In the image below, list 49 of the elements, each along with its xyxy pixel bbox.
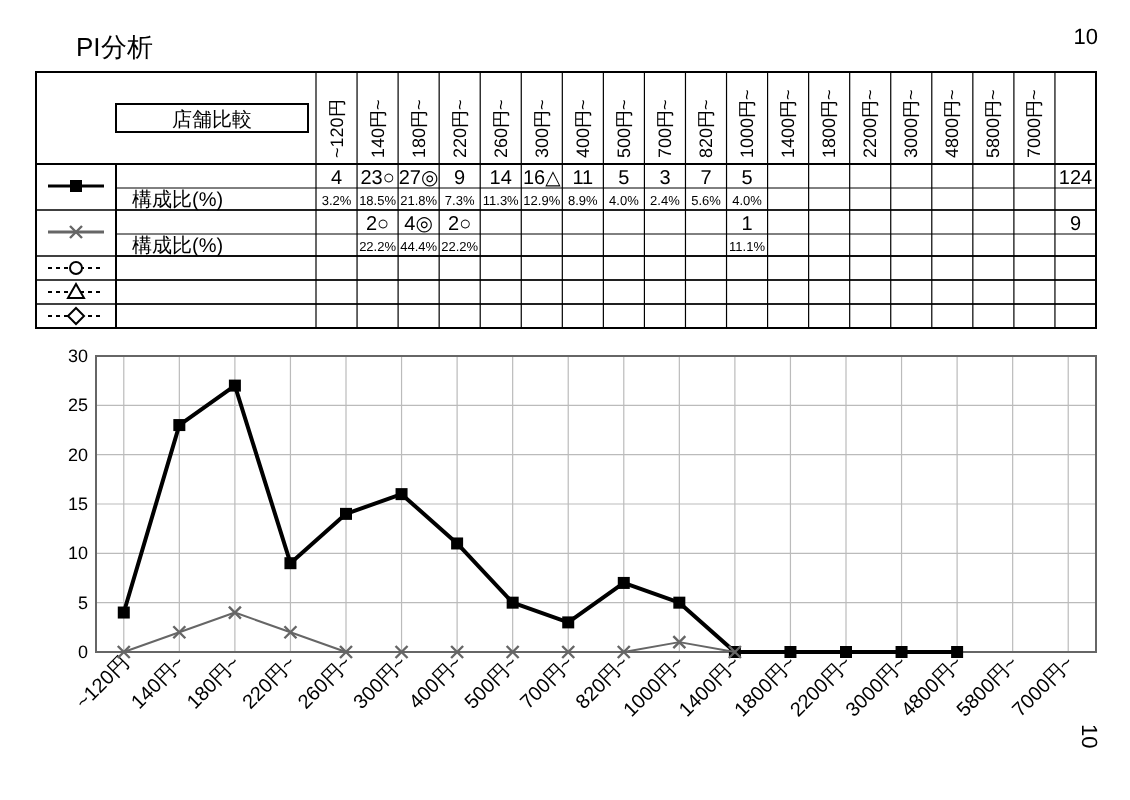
text: 4 [330, 168, 343, 190]
y-tick-label: 30 [67, 346, 88, 366]
category-label: 300円~ [531, 99, 552, 158]
text: 124 [1058, 168, 1094, 190]
text: 構成比(%) [132, 234, 224, 258]
text: 3 [659, 168, 672, 190]
category-label: 260円~ [490, 99, 511, 158]
x-tick-label: 700円~ [516, 652, 579, 715]
text: 店舗比較 [172, 108, 252, 132]
text: 9 [454, 168, 467, 190]
category-label: 1400円~ [778, 89, 799, 158]
category-label: 1800円~ [819, 89, 840, 158]
text: 構成比(%) [132, 188, 224, 212]
y-tick-label: 5 [77, 592, 88, 613]
category-label: 500円~ [613, 99, 634, 158]
text: 4◎ [404, 214, 434, 236]
category-label: 180円~ [408, 99, 429, 158]
text: 5 [741, 168, 754, 190]
text: 9 [1069, 214, 1082, 236]
text: 5 [618, 168, 631, 190]
category-label: 820円~ [696, 99, 716, 158]
text: 10 [1076, 724, 1100, 749]
text: 23○ [360, 168, 395, 190]
text: 14 [489, 168, 513, 190]
text: 2○ [448, 214, 472, 236]
text: 2○ [365, 214, 390, 236]
text: 11 [572, 168, 595, 190]
chart-title: PI分析 [76, 32, 153, 62]
category-label: 1000円~ [737, 89, 758, 158]
text: 27◎ [398, 168, 440, 190]
category-label: 140円~ [367, 99, 388, 158]
category-label: 700円~ [654, 99, 675, 158]
y-tick-label: 0 [77, 642, 88, 662]
category-label: 7000円~ [1024, 89, 1045, 158]
category-label: 400円~ [572, 99, 593, 158]
y-tick-label: 15 [67, 494, 88, 514]
text: 7 [700, 168, 713, 190]
text: 16△ [522, 168, 562, 190]
y-tick-label: 20 [67, 444, 88, 465]
category-label: ~120円 [326, 99, 347, 158]
category-label: 220円~ [449, 99, 470, 158]
category-label: 5800円~ [983, 89, 1004, 158]
category-label: 3000円~ [901, 89, 922, 158]
y-tick-label: 25 [67, 395, 88, 416]
y-tick-label: 10 [67, 543, 88, 564]
category-label: 4800円~ [942, 89, 963, 158]
text: 10 [1073, 26, 1098, 50]
text: 1 [741, 214, 754, 236]
category-label: 2200円~ [860, 89, 881, 158]
